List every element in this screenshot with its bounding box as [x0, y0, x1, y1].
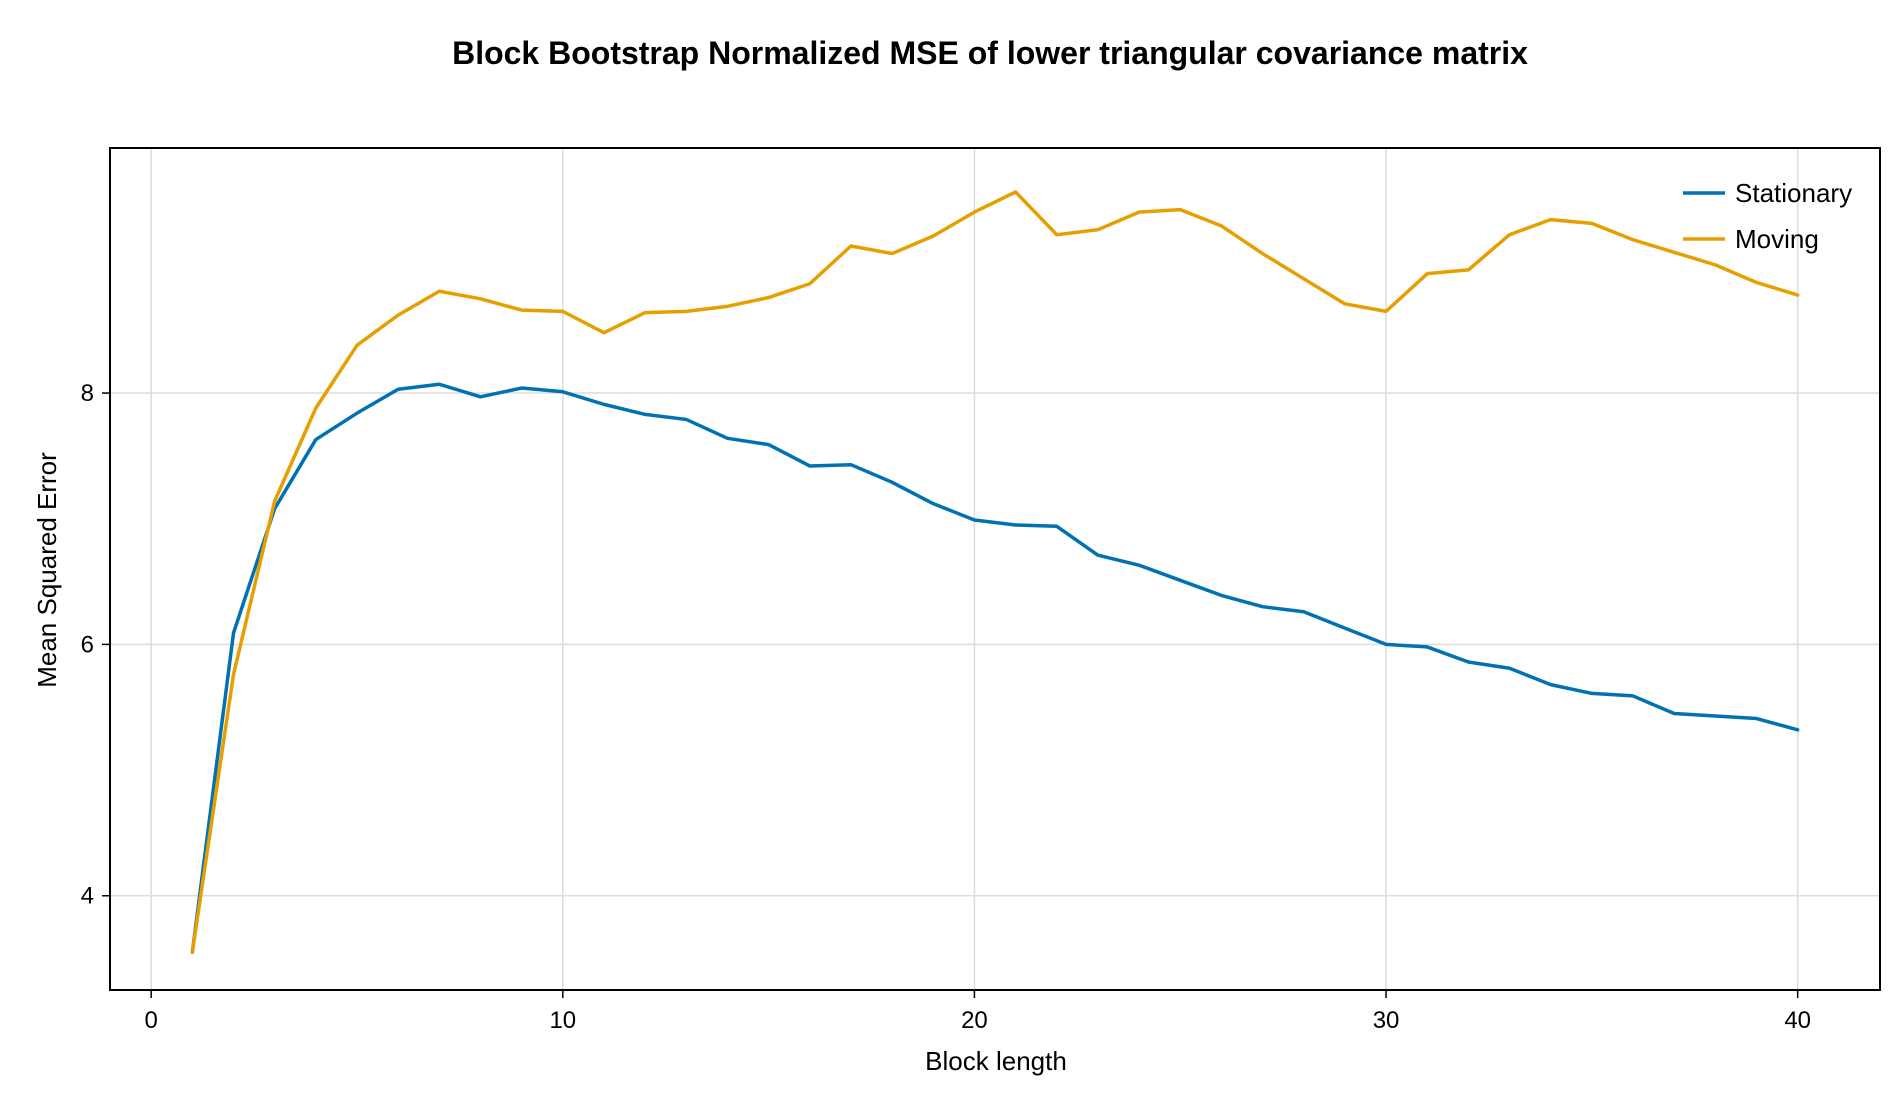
x-tick-label: 40 — [1784, 1007, 1811, 1034]
x-tick-label: 0 — [144, 1007, 157, 1034]
x-tick-label: 30 — [1373, 1007, 1400, 1034]
y-tick-label: 4 — [81, 883, 94, 910]
y-tick-label: 8 — [81, 380, 94, 407]
legend: Stationary Moving — [1683, 178, 1852, 254]
legend-label-stationary: Stationary — [1735, 178, 1852, 208]
x-tick-label: 20 — [961, 1007, 988, 1034]
series-lines — [190, 190, 1800, 955]
plot-frame — [109, 147, 1881, 991]
y-axis-label: Mean Squared Error — [32, 452, 62, 688]
series-line-stationary — [190, 382, 1800, 955]
chart-title: Block Bootstrap Normalized MSE of lower … — [452, 35, 1528, 71]
y-tick-label: 6 — [81, 631, 94, 658]
x-axis: 0 10 20 30 40 — [144, 990, 1811, 1034]
legend-label-moving: Moving — [1735, 224, 1819, 254]
x-axis-label: Block length — [925, 1046, 1067, 1076]
y-axis: 4 6 8 — [81, 380, 110, 910]
x-tick-label: 10 — [549, 1007, 576, 1034]
grid — [110, 148, 1880, 990]
series-line-moving — [190, 190, 1800, 955]
